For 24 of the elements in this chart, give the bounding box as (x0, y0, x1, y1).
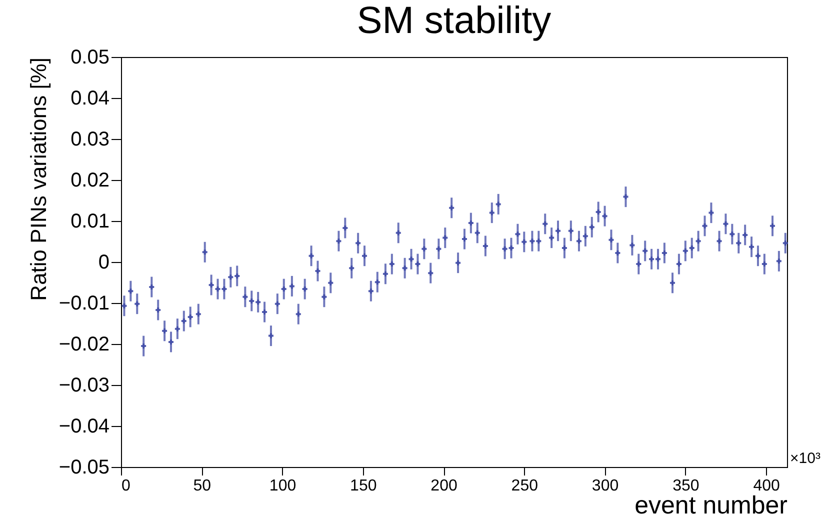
x-tick-label: 350 (672, 478, 700, 494)
y-tick-label: 0.04 (70, 88, 110, 110)
y-tick-label: −0.03 (58, 374, 110, 396)
y-tick-label: −0.05 (58, 456, 110, 478)
x-tick-label: 0 (122, 478, 130, 494)
chart-title: SM stability (356, 0, 552, 42)
y-tick-label: 0.05 (70, 46, 110, 68)
x-tick-label: 250 (511, 478, 538, 494)
text: ×10³ (790, 450, 820, 467)
x-axis-title: event number (634, 492, 788, 520)
y-tick-label: −0.02 (58, 334, 110, 356)
y-axis-title: Ratio PINs variations [%] (26, 58, 51, 301)
x-tick-label: 200 (430, 478, 458, 494)
x-tick-label: 150 (350, 478, 377, 494)
y-tick-label: −0.01 (58, 292, 110, 314)
x-tick-label: 300 (592, 478, 619, 494)
y-tick-label: 0.03 (70, 128, 110, 150)
y-tick-label: 0.01 (70, 210, 110, 232)
y-tick-label: 0.02 (70, 170, 110, 192)
x-tick-label: 400 (753, 478, 780, 494)
x-tick-label: 100 (269, 478, 296, 494)
y-tick-label: −0.04 (58, 416, 110, 438)
x-tick-label: 50 (193, 478, 212, 494)
y-tick-label: 0 (98, 252, 110, 274)
